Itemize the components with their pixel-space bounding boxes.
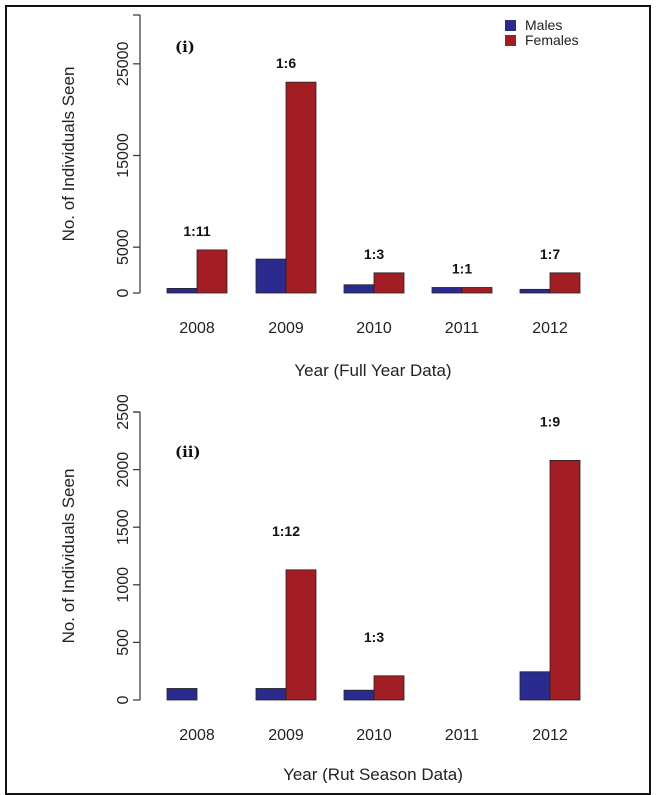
- x-axis-title: Year (Full Year Data): [294, 361, 451, 380]
- x-tick-label: 2010: [356, 727, 392, 744]
- x-tick-label: 2012: [532, 320, 568, 337]
- male-bar-2009: [255, 688, 287, 701]
- ratio-label: 1:3: [364, 629, 384, 645]
- female-bar-2011: [461, 287, 493, 294]
- x-tick-label: 2011: [445, 727, 480, 744]
- y-tick-label: 0: [115, 695, 132, 704]
- ratio-label: 1:7: [540, 246, 560, 262]
- x-tick-label: 2011: [445, 320, 480, 337]
- y-tick-label: 2000: [115, 452, 132, 488]
- male-bar-2009: [255, 258, 287, 294]
- legend-swatch: [505, 20, 516, 31]
- chart-panel-rut-season: 0 500 1000 1500 2000 2500 No. of Individuals S…: [59, 394, 581, 783]
- male-bar-2008: [166, 288, 198, 294]
- female-bar-2012: [549, 272, 581, 294]
- panel-label: (i): [175, 38, 195, 56]
- male-bar-2010: [343, 284, 375, 294]
- female-bar-2012: [549, 459, 581, 701]
- y-tick-label: 0: [115, 288, 132, 297]
- legend-swatch: [505, 35, 516, 46]
- y-axis-title: No. of Individuals Seen: [59, 469, 78, 644]
- male-bar-2008: [166, 688, 198, 701]
- female-bar-2010: [373, 675, 405, 701]
- ratio-label: 1:12: [272, 523, 300, 539]
- male-bar-2010: [343, 689, 375, 701]
- female-bar-2009: [285, 569, 317, 701]
- y-tick-label: 25000: [115, 41, 132, 86]
- x-tick-label: 2008: [179, 320, 215, 337]
- ratio-label: 1:9: [540, 413, 560, 429]
- ratio-label: 1:11: [183, 223, 210, 239]
- y-tick-label: 2500: [115, 394, 132, 430]
- y-tick-label: 15000: [115, 133, 132, 178]
- panel-label: (ii): [175, 443, 201, 461]
- x-tick-label: 2012: [532, 727, 568, 744]
- legend-label: Females: [525, 32, 579, 48]
- ratio-label: 1:6: [276, 55, 296, 71]
- x-tick-label: 2010: [356, 320, 392, 337]
- y-tick-label: 500: [115, 629, 132, 656]
- x-tick-label: 2009: [268, 727, 304, 744]
- female-bar-2009: [285, 81, 317, 294]
- male-bar-2011: [431, 287, 463, 294]
- ratio-label: 1:1: [452, 261, 472, 277]
- x-tick-label: 2009: [268, 320, 304, 337]
- male-bar-2012: [519, 671, 551, 701]
- chart-panel-full-year: 0 5000 15000 25000 No. of Individuals Seen 1:…: [59, 14, 581, 380]
- ratio-label: 1:3: [364, 246, 384, 262]
- female-bar-2008: [196, 249, 228, 294]
- y-tick-label: 5000: [115, 229, 132, 265]
- x-tick-label: 2008: [179, 727, 215, 744]
- y-tick-label: 1500: [115, 509, 132, 545]
- x-axis-title: Year (Rut Season Data): [283, 765, 463, 783]
- male-bar-2012: [519, 288, 551, 294]
- y-tick-label: 1000: [115, 567, 132, 603]
- legend-label: Males: [525, 17, 562, 33]
- female-bar-2010: [373, 272, 405, 294]
- y-axis-title: No. of Individuals Seen: [59, 67, 78, 242]
